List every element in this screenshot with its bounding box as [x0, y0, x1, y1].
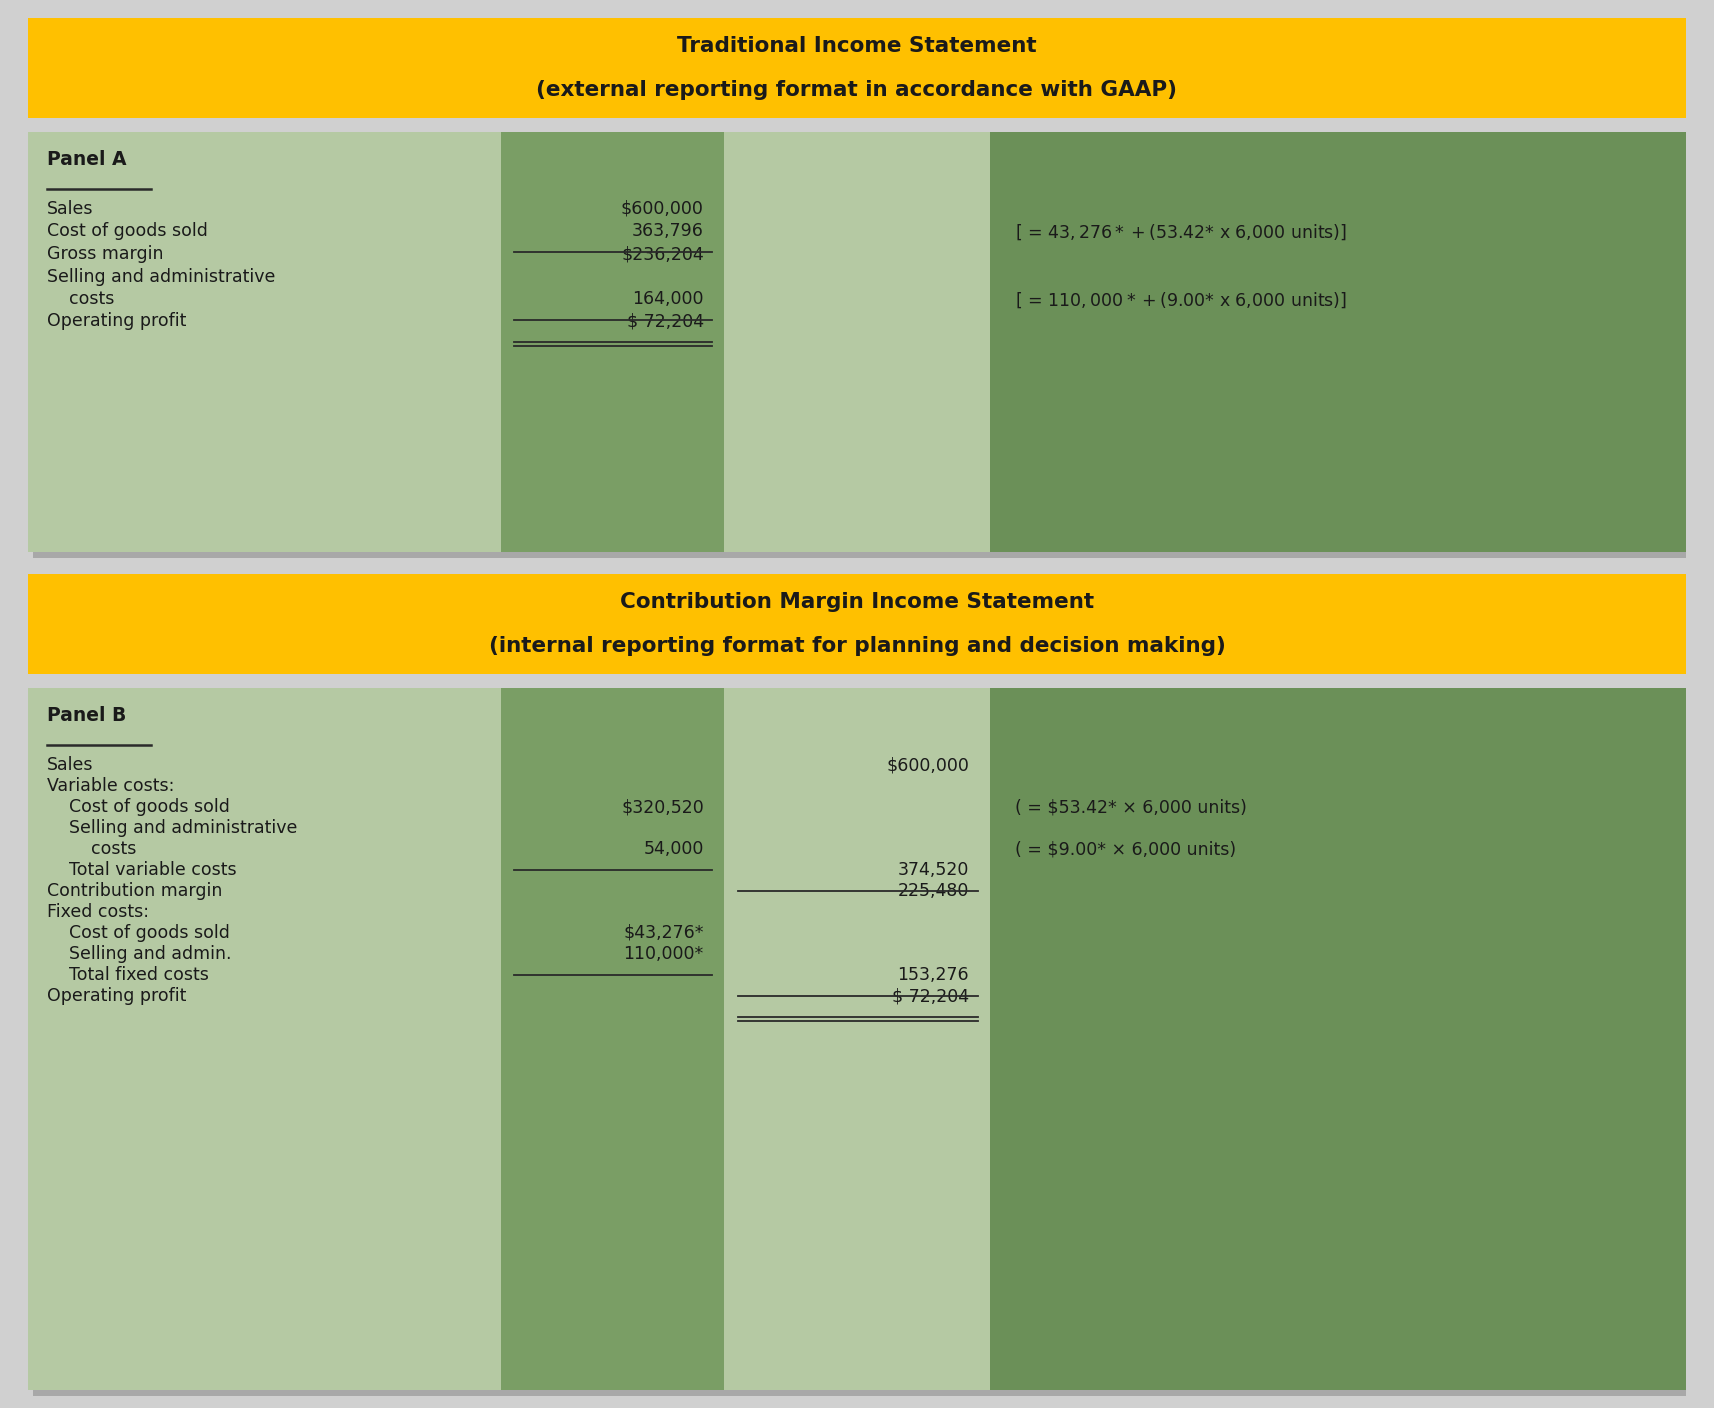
Bar — [27, 574, 1687, 674]
Bar — [725, 132, 989, 552]
Text: (external reporting format in accordance with GAAP): (external reporting format in accordance… — [536, 80, 1178, 100]
Text: Traditional Income Statement: Traditional Income Statement — [677, 37, 1037, 56]
Text: Gross margin: Gross margin — [46, 245, 163, 263]
Bar — [725, 689, 989, 1390]
Bar — [27, 18, 1687, 118]
Text: Variable costs:: Variable costs: — [46, 777, 175, 796]
Text: Total variable costs: Total variable costs — [46, 862, 237, 879]
Bar — [27, 132, 500, 552]
Text: 153,276: 153,276 — [898, 966, 968, 984]
Text: 363,796: 363,796 — [632, 222, 704, 241]
Text: 164,000: 164,000 — [632, 290, 704, 308]
Text: (internal reporting format for planning and decision making): (internal reporting format for planning … — [488, 636, 1226, 656]
Text: Operating profit: Operating profit — [46, 987, 187, 1005]
Bar — [989, 689, 1687, 1390]
Text: ( = $9.00* × 6,000 units): ( = $9.00* × 6,000 units) — [1015, 841, 1236, 857]
Text: Sales: Sales — [46, 200, 93, 218]
Text: costs: costs — [46, 290, 115, 308]
Text: $ 72,204: $ 72,204 — [891, 987, 968, 1005]
Text: Cost of goods sold: Cost of goods sold — [46, 924, 230, 942]
Text: costs: costs — [46, 841, 135, 857]
Bar — [500, 689, 725, 1390]
Text: ( = $53.42* × 6,000 units): ( = $53.42* × 6,000 units) — [1015, 798, 1248, 817]
Text: Selling and admin.: Selling and admin. — [46, 945, 231, 963]
Text: 54,000: 54,000 — [643, 841, 704, 857]
Text: Cost of goods sold: Cost of goods sold — [46, 798, 230, 817]
Text: 225,480: 225,480 — [898, 881, 968, 900]
Text: $600,000: $600,000 — [886, 756, 968, 774]
Text: Sales: Sales — [46, 756, 93, 774]
Text: $600,000: $600,000 — [620, 200, 704, 218]
Text: $236,204: $236,204 — [620, 245, 704, 263]
Text: [ = $110,000* + ($9.00* x 6,000 units)]: [ = $110,000* + ($9.00* x 6,000 units)] — [1015, 290, 1347, 310]
Bar — [33, 132, 1687, 558]
Text: Panel B: Panel B — [46, 705, 127, 725]
Text: Contribution margin: Contribution margin — [46, 881, 223, 900]
Text: [ = $43,276* + ($53.42* x 6,000 units)]: [ = $43,276* + ($53.42* x 6,000 units)] — [1015, 222, 1347, 242]
Text: Cost of goods sold: Cost of goods sold — [46, 222, 207, 241]
Text: 374,520: 374,520 — [898, 862, 968, 879]
Bar — [33, 689, 1687, 1395]
Text: 110,000*: 110,000* — [624, 945, 704, 963]
Text: Total fixed costs: Total fixed costs — [46, 966, 209, 984]
Text: $ 72,204: $ 72,204 — [627, 313, 704, 331]
Bar — [27, 689, 500, 1390]
Text: Selling and administrative: Selling and administrative — [46, 268, 276, 286]
Bar — [989, 132, 1687, 552]
Text: Panel A: Panel A — [46, 151, 127, 169]
Text: Contribution Margin Income Statement: Contribution Margin Income Statement — [620, 591, 1094, 612]
Text: Operating profit: Operating profit — [46, 313, 187, 331]
Text: $43,276*: $43,276* — [624, 924, 704, 942]
Text: $320,520: $320,520 — [620, 798, 704, 817]
Text: Fixed costs:: Fixed costs: — [46, 903, 149, 921]
Bar — [500, 132, 725, 552]
Text: Selling and administrative: Selling and administrative — [46, 819, 297, 836]
